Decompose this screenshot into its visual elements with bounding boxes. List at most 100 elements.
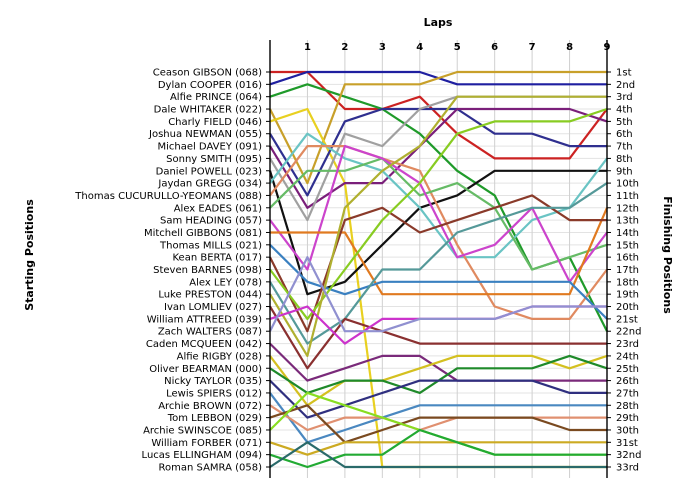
driver-label: Archie SWINSCOE (085)	[143, 425, 262, 436]
finish-position-label: 15th	[616, 240, 639, 251]
finish-position-label: 10th	[616, 179, 639, 190]
series-line	[269, 244, 608, 320]
lap-tick-label: 7	[529, 42, 536, 53]
driver-label: Archie BROWN (072)	[158, 401, 262, 412]
driver-label: Alex EADES (061)	[174, 203, 262, 214]
driver-label: Oliver BEARMAN (000)	[149, 364, 262, 375]
driver-label: Ceason GIBSON (068)	[153, 68, 262, 79]
finish-position-label: 6th	[616, 129, 633, 140]
lap-tick-label: 1	[304, 42, 311, 53]
series-line	[269, 392, 607, 444]
lap-tick-label: 3	[379, 42, 386, 53]
right-axis-label: Finishing Positions	[661, 196, 674, 314]
series-line	[269, 70, 607, 185]
finish-position-label: 16th	[616, 253, 639, 264]
driver-label: Thomas MILLS (021)	[159, 240, 262, 251]
series-line	[269, 441, 607, 469]
series-line	[269, 404, 607, 444]
driver-label: Tom LEBBON (029)	[167, 413, 262, 424]
finish-position-label: 2nd	[616, 80, 635, 91]
driver-label: Mitchell GIBBONS (081)	[144, 228, 262, 239]
series-line	[269, 441, 607, 456]
finish-position-label: 33rd	[616, 463, 639, 474]
finish-position-label: 3rd	[616, 92, 633, 103]
series-line	[269, 107, 607, 197]
finish-position-label: 24th	[616, 351, 639, 362]
finish-position-label: 21st	[616, 314, 638, 325]
series-line	[269, 428, 607, 469]
driver-label: Michael DAVEY (091)	[157, 142, 262, 153]
driver-label: Sonny SMITH (095)	[166, 154, 262, 165]
finish-position-label: 17th	[616, 265, 639, 276]
finish-position-label: 31st	[616, 438, 638, 449]
driver-label: William ATTREED (039)	[147, 314, 262, 325]
driver-label: William FORBER (071)	[151, 438, 262, 449]
lap-tick-label: 5	[454, 42, 461, 53]
series-line	[269, 95, 607, 357]
driver-label: Caden MCQUEEN (042)	[146, 339, 262, 350]
finish-position-label: 19th	[616, 290, 639, 301]
driver-label: Nicky TAYLOR (035)	[164, 376, 262, 387]
finish-position-label: 11th	[616, 191, 639, 202]
finish-position-label: 9th	[616, 166, 633, 177]
finish-position-label: 13th	[616, 216, 639, 227]
driver-label: Daniel POWELL (023)	[156, 166, 262, 177]
driver-label: Jaydan GREGG (034)	[157, 179, 262, 190]
driver-label: Thomas CUCURULLO-YEOMANS (088)	[74, 191, 262, 202]
lap-tick-label: 2	[341, 42, 348, 53]
top-axis-label: Laps	[424, 16, 453, 29]
finish-position-label: 30th	[616, 425, 639, 436]
left-axis-label: Starting Positions	[23, 199, 36, 311]
series-line	[269, 107, 608, 209]
finish-position-label: 5th	[616, 117, 633, 128]
driver-label: Alfie RIGBY (028)	[177, 351, 262, 362]
chart-labels: 1 2 3 4 5 6 7 8 9 Ceason GIBSON (068)Dylan COOPER…	[74, 42, 641, 474]
series-lines	[268, 70, 609, 469]
finish-position-label: 14th	[616, 228, 639, 239]
driver-label: Alex LEY (078)	[189, 277, 262, 288]
finish-position-label: 4th	[616, 105, 633, 116]
finish-position-label: 23rd	[616, 339, 639, 350]
driver-label: Alfie PRINCE (064)	[170, 92, 262, 103]
driver-label: Kean BERTA (017)	[173, 253, 263, 264]
series-line	[269, 107, 608, 320]
lap-tick-label: 6	[491, 42, 498, 53]
finish-position-label: 1st	[616, 68, 632, 79]
series-line	[270, 207, 609, 296]
lap-tick-label: 4	[416, 42, 423, 53]
lap-tick-label: 8	[566, 42, 573, 53]
finish-position-label: 25th	[616, 364, 639, 375]
series-line	[269, 256, 607, 333]
series-line	[269, 157, 608, 271]
driver-label: Zach WALTERS (087)	[158, 327, 262, 338]
finish-position-label: 20th	[616, 302, 639, 313]
finish-position-label: 7th	[616, 142, 633, 153]
finish-position-label: 29th	[616, 413, 639, 424]
driver-label: Joshua NEWMAN (055)	[148, 129, 262, 140]
finish-position-label: 26th	[616, 376, 639, 387]
driver-label: Roman SAMRA (058)	[159, 463, 263, 474]
series-line	[269, 145, 608, 283]
series-line	[269, 145, 608, 320]
driver-label: Luke PRESTON (044)	[158, 290, 262, 301]
driver-label: Sam HEADING (057)	[160, 216, 262, 227]
driver-label: Ivan LOMLIEV (027)	[164, 302, 262, 313]
driver-label: Dylan COOPER (016)	[158, 80, 262, 91]
driver-label: Lucas ELLINGHAM (094)	[142, 450, 263, 461]
finish-position-label: 28th	[616, 401, 639, 412]
driver-label: Charly FIELD (046)	[168, 117, 262, 128]
series-line	[269, 305, 607, 370]
series-line	[269, 305, 607, 345]
lap-tick-label: 9	[604, 42, 611, 53]
finish-position-label: 18th	[616, 277, 639, 288]
driver-label: Dale WHITAKER (022)	[154, 105, 262, 116]
series-line	[269, 194, 607, 333]
series-line	[269, 379, 607, 419]
finish-position-label: 27th	[616, 388, 639, 399]
finish-position-label: 32nd	[616, 450, 641, 461]
series-line	[269, 342, 607, 382]
series-line	[269, 182, 608, 345]
driver-label: Lewis SPIERS (012)	[166, 388, 262, 399]
chart-axes	[266, 40, 611, 478]
